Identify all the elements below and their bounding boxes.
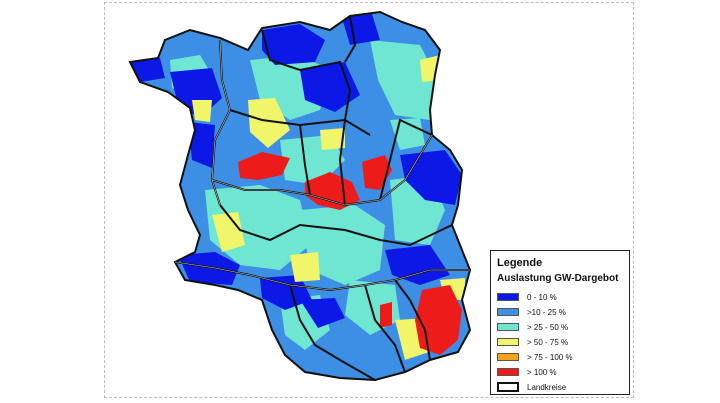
legend-label: > 25 - 50 % [527, 322, 569, 332]
region-red [238, 152, 290, 180]
region-darkblue [178, 252, 240, 285]
map-legend: Legende Auslastung GW-Dargebot 0 - 10 % >… [490, 250, 630, 395]
legend-items: 0 - 10 % >10 - 25 % > 25 - 50 % > 50 - 75 %… [497, 290, 623, 379]
legend-swatch [497, 368, 519, 376]
region-yellow [248, 98, 290, 148]
legend-label: 0 - 10 % [527, 292, 557, 302]
legend-item: > 75 - 100 % [497, 350, 623, 364]
legend-swatch [497, 338, 519, 346]
legend-label: > 100 % [527, 367, 557, 377]
legend-label: > 75 - 100 % [527, 352, 573, 362]
region-darkblue [262, 24, 325, 65]
legend-swatch [497, 308, 519, 316]
region-darkblue [260, 275, 312, 310]
legend-label: >10 - 25 % [527, 307, 566, 317]
legend-item: > 25 - 50 % [497, 320, 623, 334]
region-darkblue [385, 245, 450, 285]
region-yellow [320, 128, 345, 150]
legend-item: 0 - 10 % [497, 290, 623, 304]
legend-label: > 50 - 75 % [527, 337, 569, 347]
legend-label: Landkreise [527, 382, 567, 392]
legend-swatch [497, 293, 519, 301]
region-yellow [192, 100, 212, 122]
legend-item: > 100 % [497, 365, 623, 379]
boundary-swatch [497, 382, 519, 392]
legend-title: Legende [497, 257, 543, 269]
legend-subtitle: Auslastung GW-Dargebot [497, 273, 619, 284]
region-red [305, 172, 360, 210]
region-cyan [300, 205, 385, 285]
region-yellow [212, 212, 245, 252]
legend-item: > 50 - 75 % [497, 335, 623, 349]
legend-item-landkreise: Landkreise [497, 380, 623, 394]
region-yellow [290, 252, 320, 282]
legend-item: >10 - 25 % [497, 305, 623, 319]
region-red [380, 302, 392, 328]
region-darkblue [300, 298, 345, 328]
legend-swatch [497, 353, 519, 361]
district-boundaries-inner [174, 39, 470, 291]
legend-swatch [497, 323, 519, 331]
map-frame [104, 2, 634, 398]
